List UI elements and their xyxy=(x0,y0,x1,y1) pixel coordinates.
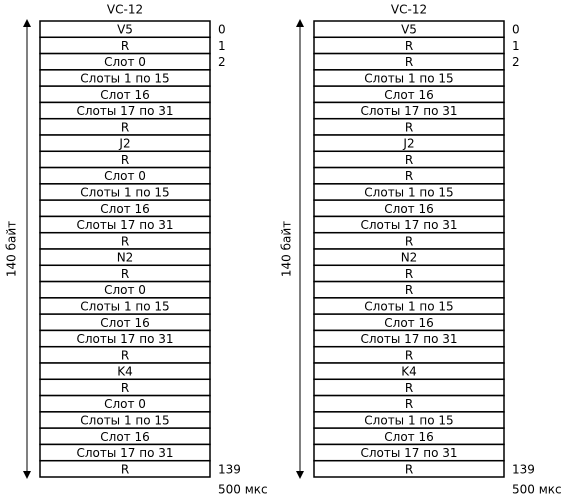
row-label: Слоты 1 по 15 xyxy=(80,72,169,86)
row-label: R xyxy=(405,234,413,248)
row-label: R xyxy=(405,462,413,476)
row-label: Слоты 1 по 15 xyxy=(364,414,453,428)
row-label: Слот 16 xyxy=(384,88,433,102)
row-label: R xyxy=(405,153,413,167)
row-label: Слот 0 xyxy=(104,169,146,183)
row-number: 1 xyxy=(512,39,520,53)
row-label: K4 xyxy=(401,365,417,379)
row-label: R xyxy=(121,234,129,248)
row-label: Слоты 1 по 15 xyxy=(364,186,453,200)
row-label: J2 xyxy=(118,137,130,151)
row-label: Слоты 1 по 15 xyxy=(364,72,453,86)
row-label: R xyxy=(121,348,129,362)
row-number: 139 xyxy=(512,462,535,476)
row-cell xyxy=(39,459,211,478)
row-label: Слот 16 xyxy=(100,316,149,330)
row-label: Слоты 1 по 15 xyxy=(80,186,169,200)
row-label: Слот 16 xyxy=(100,430,149,444)
row-label: Слот 16 xyxy=(384,430,433,444)
row-label: R xyxy=(121,39,129,53)
row-label: Слоты 1 по 15 xyxy=(80,414,169,428)
row-number: 0 xyxy=(218,23,226,37)
row-label: J2 xyxy=(402,137,414,151)
row-number: 0 xyxy=(512,23,520,37)
bottom-label: 500 мкс xyxy=(218,483,268,497)
row-label: R xyxy=(405,381,413,395)
row-label: R xyxy=(121,267,129,281)
row-label: Слоты 17 по 31 xyxy=(76,332,173,346)
row-label: N2 xyxy=(401,251,418,265)
row-label: Слот 16 xyxy=(100,88,149,102)
row-label: Слот 0 xyxy=(104,55,146,69)
row-label: Слоты 17 по 31 xyxy=(360,104,457,118)
row-label: Слот 16 xyxy=(384,202,433,216)
row-number: 139 xyxy=(218,462,241,476)
row-label: Слоты 17 по 31 xyxy=(76,446,173,460)
row-label: Слот 0 xyxy=(104,397,146,411)
row-number: 1 xyxy=(218,39,226,53)
row-label: R xyxy=(121,153,129,167)
row-label: Слот 0 xyxy=(104,283,146,297)
title: VC-12 xyxy=(391,3,427,17)
row-label: Слоты 17 по 31 xyxy=(76,104,173,118)
row-number: 2 xyxy=(218,55,226,69)
row-label: R xyxy=(405,55,413,69)
row-label: R xyxy=(405,39,413,53)
row-label: Слот 16 xyxy=(100,202,149,216)
title: VC-12 xyxy=(107,3,143,17)
side-label: 140 байт xyxy=(5,221,19,277)
row-label: Слоты 1 по 15 xyxy=(80,300,169,314)
row-label: V5 xyxy=(117,23,133,37)
bottom-label: 500 мкс xyxy=(512,483,562,497)
row-label: Слоты 17 по 31 xyxy=(360,332,457,346)
row-label: R xyxy=(121,462,129,476)
row-label: Слоты 17 по 31 xyxy=(360,218,457,232)
row-label: N2 xyxy=(117,251,134,265)
row-cell xyxy=(313,459,505,478)
row-label: R xyxy=(405,397,413,411)
row-label: R xyxy=(405,283,413,297)
row-label: R xyxy=(405,267,413,281)
row-label: V5 xyxy=(401,23,417,37)
row-label: Слоты 17 по 31 xyxy=(76,218,173,232)
row-label: Слоты 1 по 15 xyxy=(364,300,453,314)
row-label: Слоты 17 по 31 xyxy=(360,446,457,460)
row-label: K4 xyxy=(117,365,133,379)
side-label: 140 байт xyxy=(280,221,294,277)
row-label: Слот 16 xyxy=(384,316,433,330)
row-label: R xyxy=(405,348,413,362)
row-label: R xyxy=(121,120,129,134)
row-number: 2 xyxy=(512,55,520,69)
row-label: R xyxy=(121,381,129,395)
row-label: R xyxy=(405,120,413,134)
row-label: R xyxy=(405,169,413,183)
